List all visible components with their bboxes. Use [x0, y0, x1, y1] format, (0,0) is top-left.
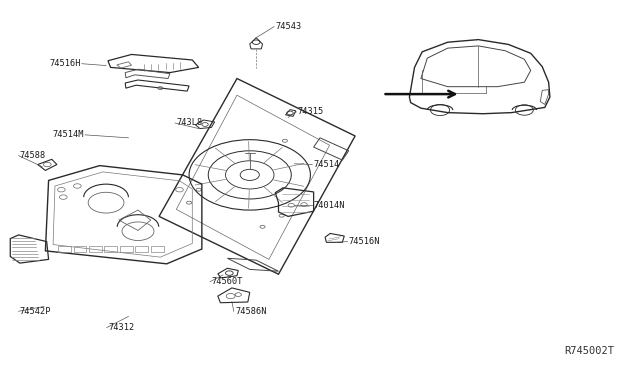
Text: 74588: 74588	[20, 151, 46, 160]
Text: 74014N: 74014N	[314, 201, 345, 210]
Text: 74315: 74315	[298, 108, 324, 116]
Text: 74586N: 74586N	[235, 307, 267, 316]
Text: 74312: 74312	[108, 323, 134, 332]
Text: 74560T: 74560T	[211, 277, 243, 286]
Text: 74516H: 74516H	[49, 59, 81, 68]
Text: 74543: 74543	[275, 22, 301, 31]
Text: 74516N: 74516N	[349, 237, 380, 246]
Text: 743L8: 743L8	[176, 119, 203, 128]
Text: 74514M: 74514M	[52, 130, 84, 140]
Text: 74514: 74514	[314, 160, 340, 169]
Text: R745002T: R745002T	[564, 346, 614, 356]
Text: 74542P: 74542P	[20, 307, 51, 316]
